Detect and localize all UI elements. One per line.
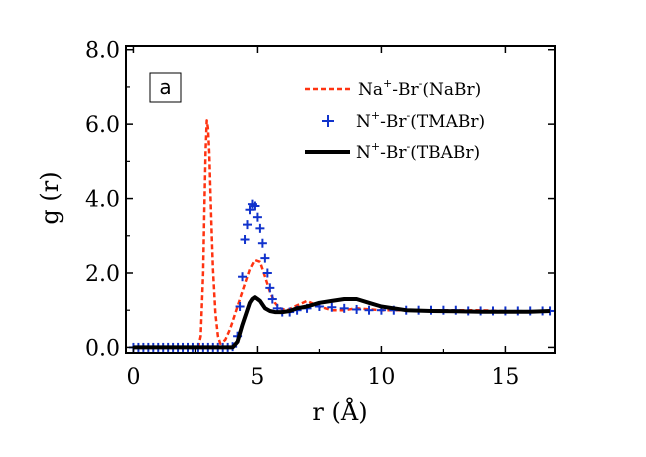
y-tick-label: 0.0: [85, 336, 120, 361]
data-point: [252, 212, 262, 222]
y-tick-label: 4.0: [85, 188, 120, 213]
x-tick-label: 10: [367, 365, 395, 390]
legend-label-superscript: +: [371, 109, 380, 122]
data-point: [240, 235, 250, 245]
x-tick-label: 5: [250, 365, 264, 390]
legend-label-part: (TMABr): [410, 112, 485, 132]
data-point: [250, 201, 260, 211]
data-point: [339, 303, 349, 313]
data-point: [352, 304, 362, 314]
x-tick-label: 15: [491, 365, 519, 390]
plot-frame: [125, 45, 556, 354]
data-point: [245, 205, 255, 215]
data-point: [257, 238, 267, 248]
y-tick-label: 2.0: [85, 262, 120, 287]
legend-label-superscript: +: [371, 140, 380, 153]
legend-label-part: N: [356, 143, 371, 163]
legend-label-part: -Br: [380, 143, 407, 163]
series-line-tbabr: [133, 295, 551, 350]
series-tmabr: [128, 199, 555, 352]
panel-label: a: [159, 75, 171, 99]
series-line-nabr: [133, 119, 550, 349]
legend-entry: N+-Br-(TBABr): [305, 140, 480, 163]
data-point: [327, 302, 337, 312]
panel-label-box: [149, 72, 182, 103]
data-point: [255, 223, 265, 233]
legend-label-superscript: -: [406, 140, 410, 153]
data-point: [262, 268, 272, 278]
data-point: [267, 294, 277, 304]
legend-label-part: -Br: [380, 112, 407, 132]
data-point: [243, 220, 253, 230]
y-axis-label: g (r): [36, 171, 64, 224]
legend-label: N+-Br-(TMABr): [356, 109, 485, 132]
legend-label-part: (TBABr): [410, 143, 480, 163]
legend-label-part: Na: [358, 80, 383, 100]
legend-label-part: -Br: [392, 80, 419, 100]
legend: Na+-Br-(NaBr)N+-Br-(TMABr)N+-Br-(TBABr): [305, 77, 485, 163]
data-point: [238, 272, 248, 282]
legend-label-part: N: [356, 112, 371, 132]
legend-entry: N+-Br-(TMABr): [322, 109, 485, 132]
axis-ticks: 0 5 10 15 0.0 2.0 4.0 6.0 8.0: [85, 39, 555, 390]
x-tick-label: 0: [126, 365, 140, 390]
plot-area: [128, 119, 555, 352]
x-axis-label: r (Å): [312, 397, 367, 426]
legend-label: N+-Br-(TBABr): [356, 140, 480, 163]
data-point: [260, 253, 270, 263]
data-point: [364, 305, 374, 315]
legend-label-superscript: -: [406, 109, 410, 122]
y-tick-label: 8.0: [85, 39, 120, 64]
data-point: [235, 301, 245, 311]
legend-entry: Na+-Br-(NaBr): [305, 77, 481, 100]
data-point: [265, 283, 275, 293]
legend-label-part: (NaBr): [422, 80, 481, 100]
y-tick-label: 6.0: [85, 113, 120, 138]
legend-label: Na+-Br-(NaBr): [358, 77, 481, 100]
legend-label-superscript: +: [383, 77, 392, 90]
data-point: [322, 115, 334, 127]
legend-label-superscript: -: [419, 77, 423, 90]
